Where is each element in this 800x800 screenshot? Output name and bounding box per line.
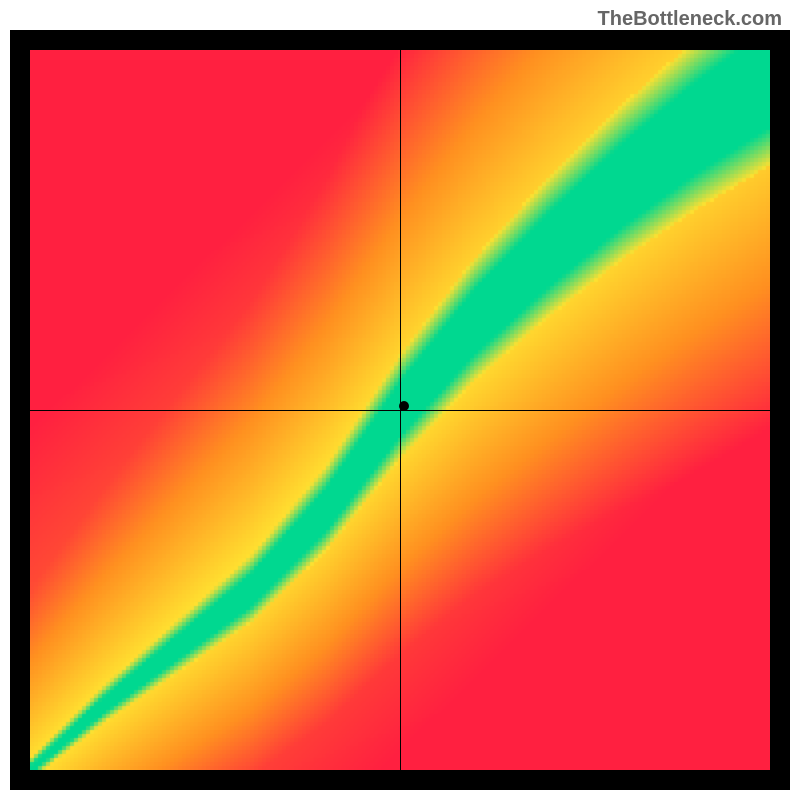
heatmap-canvas [30, 50, 770, 770]
chart-outer-frame [10, 30, 790, 790]
watermark-text: TheBottleneck.com [598, 8, 782, 31]
chart-container: TheBottleneck.com [0, 0, 800, 800]
plot-area [30, 50, 770, 770]
